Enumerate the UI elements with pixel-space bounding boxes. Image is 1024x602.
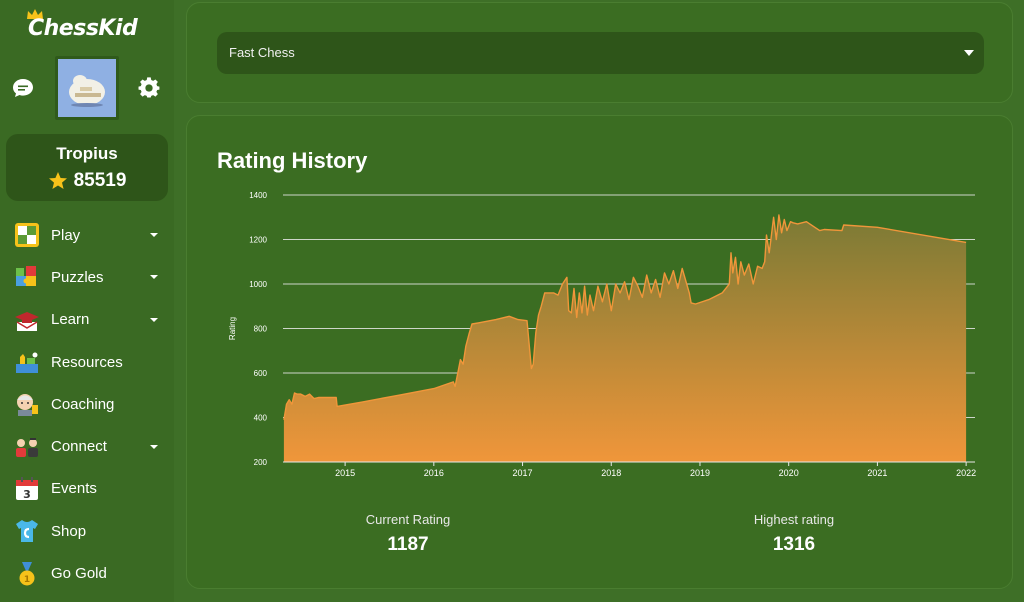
star-icon	[48, 172, 67, 189]
y-tick-label: 1400	[249, 191, 267, 200]
x-tick-label: 2017	[513, 468, 533, 478]
sidebar-item-puzzles[interactable]: Puzzles	[0, 256, 174, 298]
username: Tropius	[56, 144, 118, 163]
x-tick-label: 2020	[779, 468, 799, 478]
sidebar-item-label: Learn	[51, 311, 90, 329]
avatar[interactable]	[55, 56, 119, 120]
svg-text:1: 1	[24, 575, 30, 585]
y-tick-label: 1000	[249, 280, 267, 289]
points-display: 85519	[6, 170, 168, 192]
points-value: 85519	[73, 170, 127, 191]
learn-cap-icon	[15, 311, 39, 331]
y-tick-label: 1200	[249, 236, 267, 245]
sidebar-item-learn[interactable]: Learn	[0, 299, 174, 341]
sidebar-item-events[interactable]: 3 Events	[0, 468, 174, 510]
current-rating-stat: Current Rating 1187	[308, 512, 508, 556]
current-rating-label: Current Rating	[365, 512, 451, 527]
chevron-down-icon	[150, 317, 158, 322]
sidebar-item-label: Puzzles	[51, 268, 104, 286]
user-card[interactable]: Tropius 85519	[6, 134, 168, 201]
highest-rating-label: Highest rating	[753, 512, 835, 527]
rating-area	[283, 215, 967, 462]
sidebar-item-label: Go Gold	[51, 565, 107, 583]
x-tick-label: 2018	[601, 468, 621, 478]
sidebar: ChessKid Tropius 85519	[0, 0, 174, 602]
user-toolbar	[0, 56, 174, 120]
x-tick-label: 2015	[335, 468, 355, 478]
resources-icon	[16, 352, 38, 374]
sidebar-item-connect[interactable]: Connect	[0, 425, 174, 467]
sidebar-item-label: Shop	[51, 522, 87, 540]
puzzle-icon	[16, 266, 36, 287]
y-tick-label: 400	[254, 414, 268, 423]
sidebar-item-resources[interactable]: Resources	[0, 341, 174, 383]
chevron-down-icon	[964, 50, 974, 56]
sidebar-item-label: Resources	[51, 353, 123, 371]
rating-history-panel: Rating History 200 400 600 800 1000 1200 1400 2…	[186, 115, 1013, 589]
crown-icon	[27, 9, 43, 19]
rating-line	[283, 214, 967, 420]
game-type-panel: Fast Chess	[186, 2, 1013, 103]
shirt-icon	[16, 520, 38, 543]
highest-rating-stat: Highest rating 1316	[694, 512, 894, 556]
brand-name: ChessKid	[28, 16, 138, 41]
y-tick-label: 800	[254, 325, 268, 334]
sidebar-item-play[interactable]: Play	[0, 214, 174, 256]
connect-icon	[16, 437, 38, 457]
sidebar-item-label: Connect	[51, 438, 107, 456]
sidebar-item-label: Coaching	[51, 395, 115, 413]
calendar-icon: 3	[16, 476, 38, 501]
avatar-image	[69, 75, 105, 107]
x-tick-label: 2021	[867, 468, 887, 478]
sidebar-item-label: Events	[51, 480, 97, 498]
highest-rating-value: 1316	[772, 534, 816, 555]
sidebar-item-label: Play	[51, 226, 81, 244]
game-type-selected: Fast Chess	[229, 45, 295, 60]
sidebar-item-coaching[interactable]: Coaching	[0, 383, 174, 425]
sidebar-nav: Play Puzzles Learn	[0, 214, 174, 595]
chevron-down-icon	[150, 444, 158, 449]
rating-history-chart: 200 400 600 800 1000 1200 1400 2015 2016 2017 2018…	[228, 191, 976, 478]
x-tick-label: 2019	[690, 468, 710, 478]
y-tick-label: 200	[254, 458, 268, 467]
sidebar-item-go-gold[interactable]: 1 Go Gold	[0, 552, 174, 594]
x-tick-label: 2016	[424, 468, 444, 478]
play-board-icon	[15, 223, 39, 248]
current-rating-value: 1187	[387, 534, 429, 555]
chevron-down-icon	[150, 275, 158, 280]
chat-icon[interactable]	[12, 78, 34, 98]
chart-title: Rating History	[217, 148, 368, 173]
gear-icon[interactable]	[138, 77, 160, 99]
game-type-select[interactable]: Fast Chess	[217, 32, 984, 74]
svg-text:3: 3	[23, 488, 31, 501]
sidebar-item-shop[interactable]: Shop	[0, 510, 174, 552]
gold-medal-icon: 1	[19, 561, 35, 586]
y-tick-label: 600	[254, 369, 268, 378]
chevron-down-icon	[150, 233, 158, 238]
coaching-icon	[17, 394, 38, 417]
chesskid-logo[interactable]: ChessKid	[26, 9, 150, 44]
x-tick-label: 2022	[956, 468, 976, 478]
y-axis-label: Rating	[228, 317, 237, 340]
